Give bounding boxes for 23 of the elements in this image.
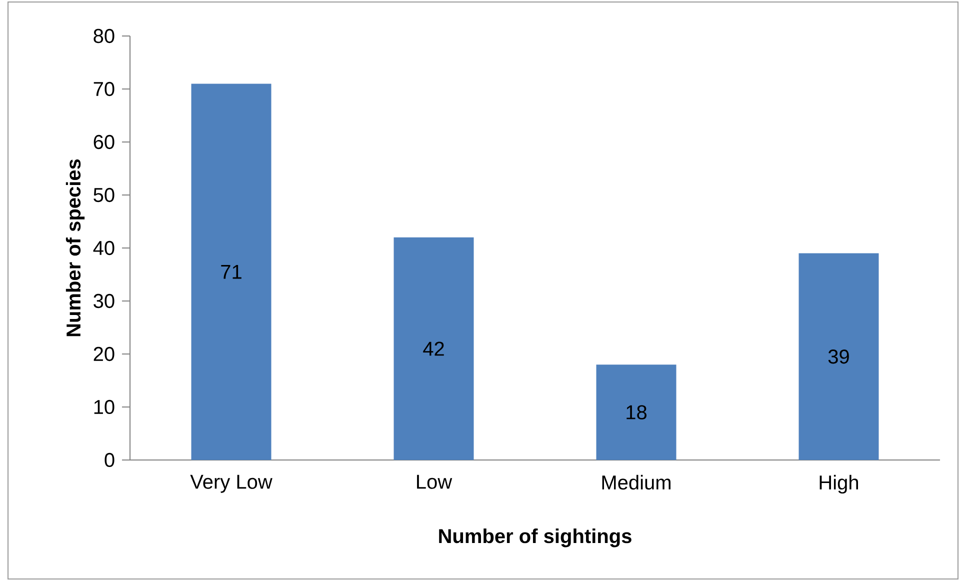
x-tick-label: High (820, 474, 858, 494)
y-tick-label: 40 (93, 240, 114, 256)
bar (596, 364, 676, 460)
y-tick-label: 80 (94, 28, 114, 44)
data-label: 18 (626, 405, 646, 420)
bar (394, 237, 474, 460)
y-tick-label: 70 (94, 82, 114, 96)
y-tick-label: 30 (94, 294, 114, 308)
y-tick-label: 0 (104, 452, 114, 468)
y-tick-label: 60 (94, 134, 114, 150)
bar (191, 84, 272, 460)
y-tick-label: 50 (94, 188, 114, 202)
y-tick-label: 10 (94, 400, 114, 414)
data-label: 71 (221, 264, 242, 279)
bar (798, 253, 879, 460)
data-label: 39 (828, 350, 849, 364)
x-tick-label: Very Low (190, 474, 272, 493)
data-label: 42 (423, 342, 444, 356)
x-tick-label: Low (417, 474, 452, 489)
x-tick-label: Medium (602, 474, 670, 490)
x-axis-title: Number of sightings (439, 528, 632, 548)
y-tick-label: 20 (94, 346, 114, 362)
y-axis-title: Number of species (66, 159, 85, 336)
